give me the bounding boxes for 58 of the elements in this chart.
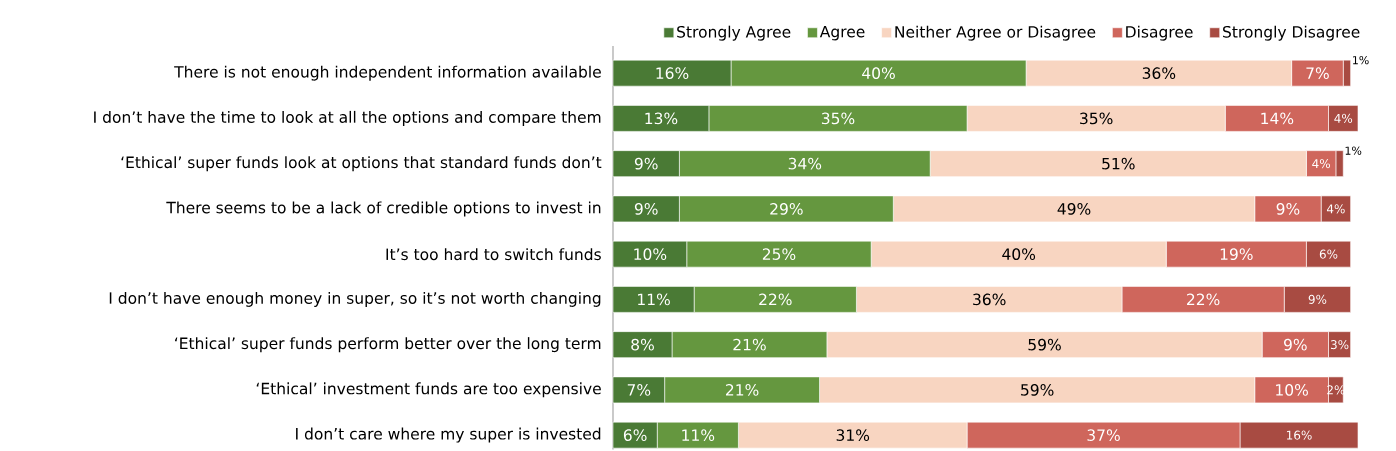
data-label: 14% [1261,112,1294,125]
legend-label: Disagree [1126,25,1193,41]
data-label: 29% [770,203,803,215]
data-label: 10% [634,248,667,260]
data-label: 7% [627,384,651,396]
data-label: 9% [634,157,658,170]
data-label: 16% [656,67,689,79]
legend-label: Agree [819,25,865,41]
data-label: 34% [788,157,822,170]
data-label: 40% [1002,248,1036,260]
data-label: 22% [759,293,792,306]
data-label: 13% [645,112,678,125]
y-tick-label: I don’t have the time to look at all the options and compare them [94,110,601,126]
data-label: 11% [638,293,670,306]
data-label: 6% [1319,249,1338,259]
data-label: 9% [1283,338,1307,351]
y-tick-label: There seems to be a lack of credible options to invest in [166,201,601,217]
y-tick-label: I don’t care where my super is invested [296,427,601,443]
data-label: 36% [1142,67,1176,79]
data-label: 3% [1330,340,1349,350]
legend-label: Strongly Agree [677,25,791,41]
data-label: 36% [973,293,1006,306]
data-label: 4% [1326,204,1345,214]
y-tick-label: ‘Ethical’ super funds perform better over the long term [175,337,601,353]
y-tick-label: I don’t have enough money in super, so it’s not worth changing [109,291,601,307]
y-tick-label: It’s too hard to switch funds [386,248,601,261]
y-tick-label: ‘Ethical’ investment funds are too expensive [256,382,601,398]
data-label: 19% [1220,248,1253,260]
data-label: 25% [762,248,796,260]
data-label: 9% [634,203,658,215]
data-label: 9% [1276,203,1300,215]
data-label: 49% [1057,203,1091,215]
data-label: 59% [1021,384,1054,396]
data-label: 37% [1087,429,1120,441]
legend-label: Strongly Disagree [1223,25,1360,41]
data-label: 8% [631,338,654,351]
data-label: 51% [1102,157,1135,170]
data-label: 21% [733,338,766,351]
data-label: 1% [1345,146,1362,155]
data-label: 31% [836,429,870,441]
y-tick-label: There is not enough independent information available [174,65,601,81]
data-label: 35% [1080,112,1113,125]
y-tick-label: ‘Ethical’ super funds look at options that standard funds don’t [121,156,602,172]
data-label: 22% [1187,293,1220,306]
data-label: 10% [1276,384,1308,396]
data-label: 4% [1334,113,1353,123]
data-label: 40% [862,67,895,79]
data-label: 6% [623,429,647,441]
data-label: 11% [682,429,715,441]
data-label: 9% [1308,294,1327,304]
data-label: 7% [1306,67,1329,79]
legend-label: Neither Agree or Disagree [895,25,1096,41]
data-label: 35% [821,112,855,125]
data-label: 59% [1028,338,1061,351]
data-label: 16% [1286,430,1312,440]
data-label: 4% [1312,159,1330,169]
data-label: 1% [1353,55,1369,65]
data-label: 21% [726,384,759,396]
